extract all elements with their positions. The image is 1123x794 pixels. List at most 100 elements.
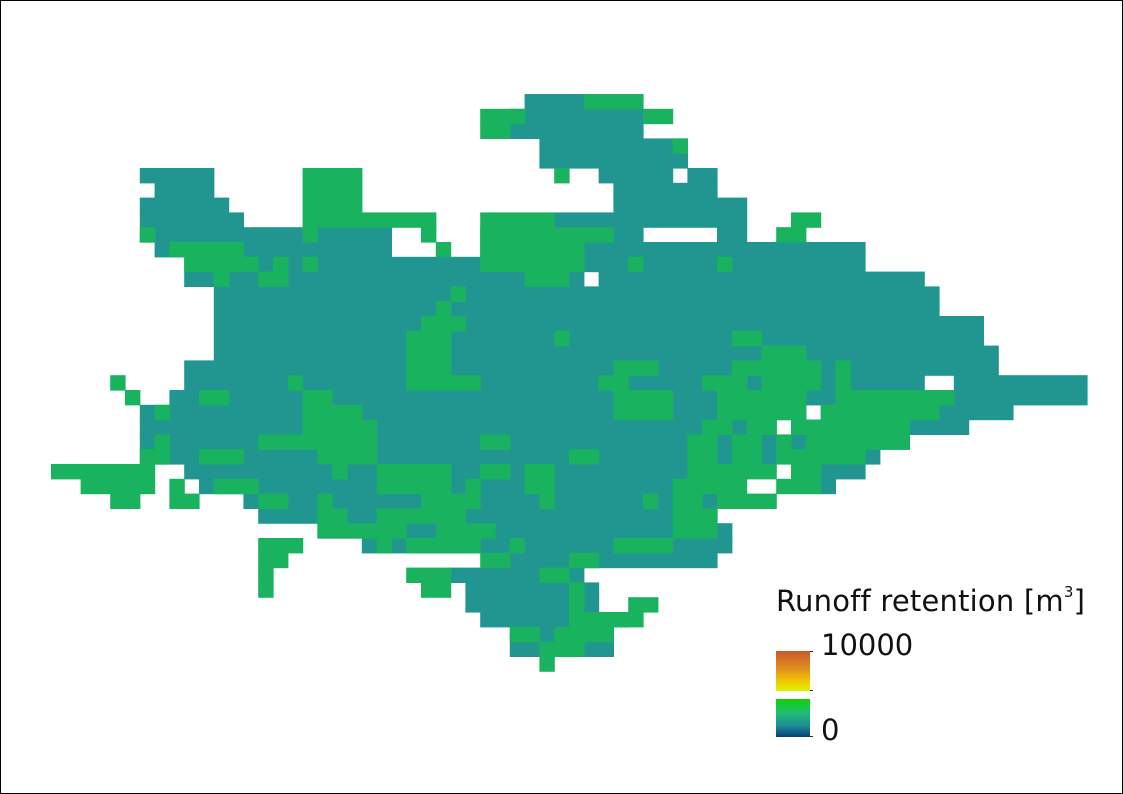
raster-cell-high xyxy=(509,538,526,554)
raster-cell-high xyxy=(139,227,156,243)
raster-cell-high xyxy=(717,404,807,421)
raster-cell-high xyxy=(672,478,748,495)
raster-cell-high xyxy=(628,597,659,613)
colorbar-upper-segment xyxy=(776,651,810,691)
raster-cell-high xyxy=(406,330,452,347)
raster-cell-low xyxy=(184,271,585,287)
raster-cell-high xyxy=(480,552,511,569)
raster-cell-high xyxy=(820,404,940,421)
raster-cell-low xyxy=(139,419,777,435)
raster-cell-high xyxy=(731,434,762,450)
raster-cell-high xyxy=(761,345,807,361)
raster-cell-high xyxy=(406,360,452,376)
raster-cell-low xyxy=(184,360,999,376)
raster-cell-high xyxy=(835,360,851,376)
raster-cell-high xyxy=(598,375,629,391)
raster-cell-high xyxy=(583,94,644,110)
raster-cell-high xyxy=(613,404,674,421)
raster-cell-high xyxy=(643,493,659,509)
raster-cell-low xyxy=(613,197,748,213)
raster-cell-low xyxy=(539,138,688,154)
colorbar-tick-min xyxy=(810,736,813,737)
raster-cell-high xyxy=(139,449,170,465)
raster-cell-high xyxy=(628,256,644,273)
raster-cell-high xyxy=(80,478,156,495)
raster-cell-high xyxy=(480,108,526,125)
raster-cell-high xyxy=(302,227,318,243)
raster-cell-low xyxy=(524,94,585,110)
raster-cell-high xyxy=(154,434,170,450)
raster-cell-high xyxy=(465,478,481,495)
raster-cell-high xyxy=(805,434,910,450)
raster-cell-low xyxy=(465,582,600,598)
raster-cell-low xyxy=(139,212,244,228)
raster-cell-low xyxy=(509,108,644,125)
raster-cell-high xyxy=(569,597,585,613)
raster-cell-high xyxy=(258,493,289,509)
raster-cell-high xyxy=(480,123,511,139)
raster-cell-high xyxy=(569,582,585,598)
legend-title-bracket: ] xyxy=(1073,584,1086,618)
raster-cell-low xyxy=(213,316,985,332)
raster-cell-high xyxy=(302,419,378,435)
colorbar-min-label: 0 xyxy=(821,713,840,747)
raster-cell-high xyxy=(302,182,363,199)
raster-cell-high xyxy=(776,434,792,450)
raster-cell-low xyxy=(539,153,688,169)
raster-cell-low xyxy=(213,301,940,317)
raster-cell-high xyxy=(302,404,363,421)
raster-cell-high xyxy=(184,256,259,273)
raster-cell-high xyxy=(539,493,555,509)
raster-cell-high xyxy=(835,375,851,391)
raster-cell-high xyxy=(421,227,437,243)
raster-cell-high xyxy=(731,330,762,347)
raster-cell-high xyxy=(406,538,481,554)
raster-cell-high xyxy=(450,286,466,302)
raster-cell-high xyxy=(791,419,910,435)
raster-cell-high xyxy=(406,345,452,361)
raster-cell-high xyxy=(421,582,452,598)
raster-cell-high xyxy=(302,168,363,184)
raster-cell-low xyxy=(184,464,748,480)
raster-cell-high xyxy=(51,464,156,480)
raster-cell-low xyxy=(509,123,644,139)
raster-cell-low xyxy=(717,227,748,243)
raster-cell-low xyxy=(820,478,836,495)
raster-cell-high xyxy=(731,449,762,465)
colorbar-tick-max xyxy=(810,651,813,652)
raster-cell-high xyxy=(169,493,200,509)
raster-cell-high xyxy=(273,256,289,273)
raster-cell-high xyxy=(539,656,555,672)
colorbar-max-label: 10000 xyxy=(821,628,914,662)
raster-cell-high xyxy=(480,434,511,450)
raster-cell-high xyxy=(776,449,866,465)
raster-cell-high xyxy=(569,552,600,569)
retention-raster-high xyxy=(51,94,955,672)
legend-title-exponent: 3 xyxy=(1063,583,1074,602)
colorbar-legend: Runoff retention [m3] 10000 0 xyxy=(776,583,1116,754)
raster-cell-high xyxy=(317,449,378,465)
raster-cell-high xyxy=(687,449,718,465)
raster-cell-high xyxy=(376,538,392,554)
raster-cell-low xyxy=(213,286,940,302)
raster-cell-high xyxy=(169,478,185,495)
raster-cell-low xyxy=(509,552,718,569)
legend-title: Runoff retention [m3] xyxy=(776,583,1086,618)
raster-cell-low xyxy=(820,464,866,480)
raster-cell-low xyxy=(139,449,777,465)
raster-cell-high xyxy=(524,271,570,287)
raster-cell-low xyxy=(598,168,674,184)
raster-cell-high xyxy=(199,390,230,406)
raster-cell-low xyxy=(213,330,985,347)
raster-cell-high xyxy=(643,108,674,125)
raster-cell-low xyxy=(139,404,807,421)
raster-cell-high xyxy=(672,523,718,539)
raster-cell-high xyxy=(687,464,777,480)
raster-cell-high xyxy=(717,390,807,406)
raster-cell-high xyxy=(154,404,170,421)
raster-cell-high xyxy=(317,523,407,539)
raster-cell-high xyxy=(746,419,777,435)
raster-cell-high xyxy=(702,375,748,391)
raster-cell-high xyxy=(554,626,614,643)
raster-cell-high xyxy=(125,390,141,406)
